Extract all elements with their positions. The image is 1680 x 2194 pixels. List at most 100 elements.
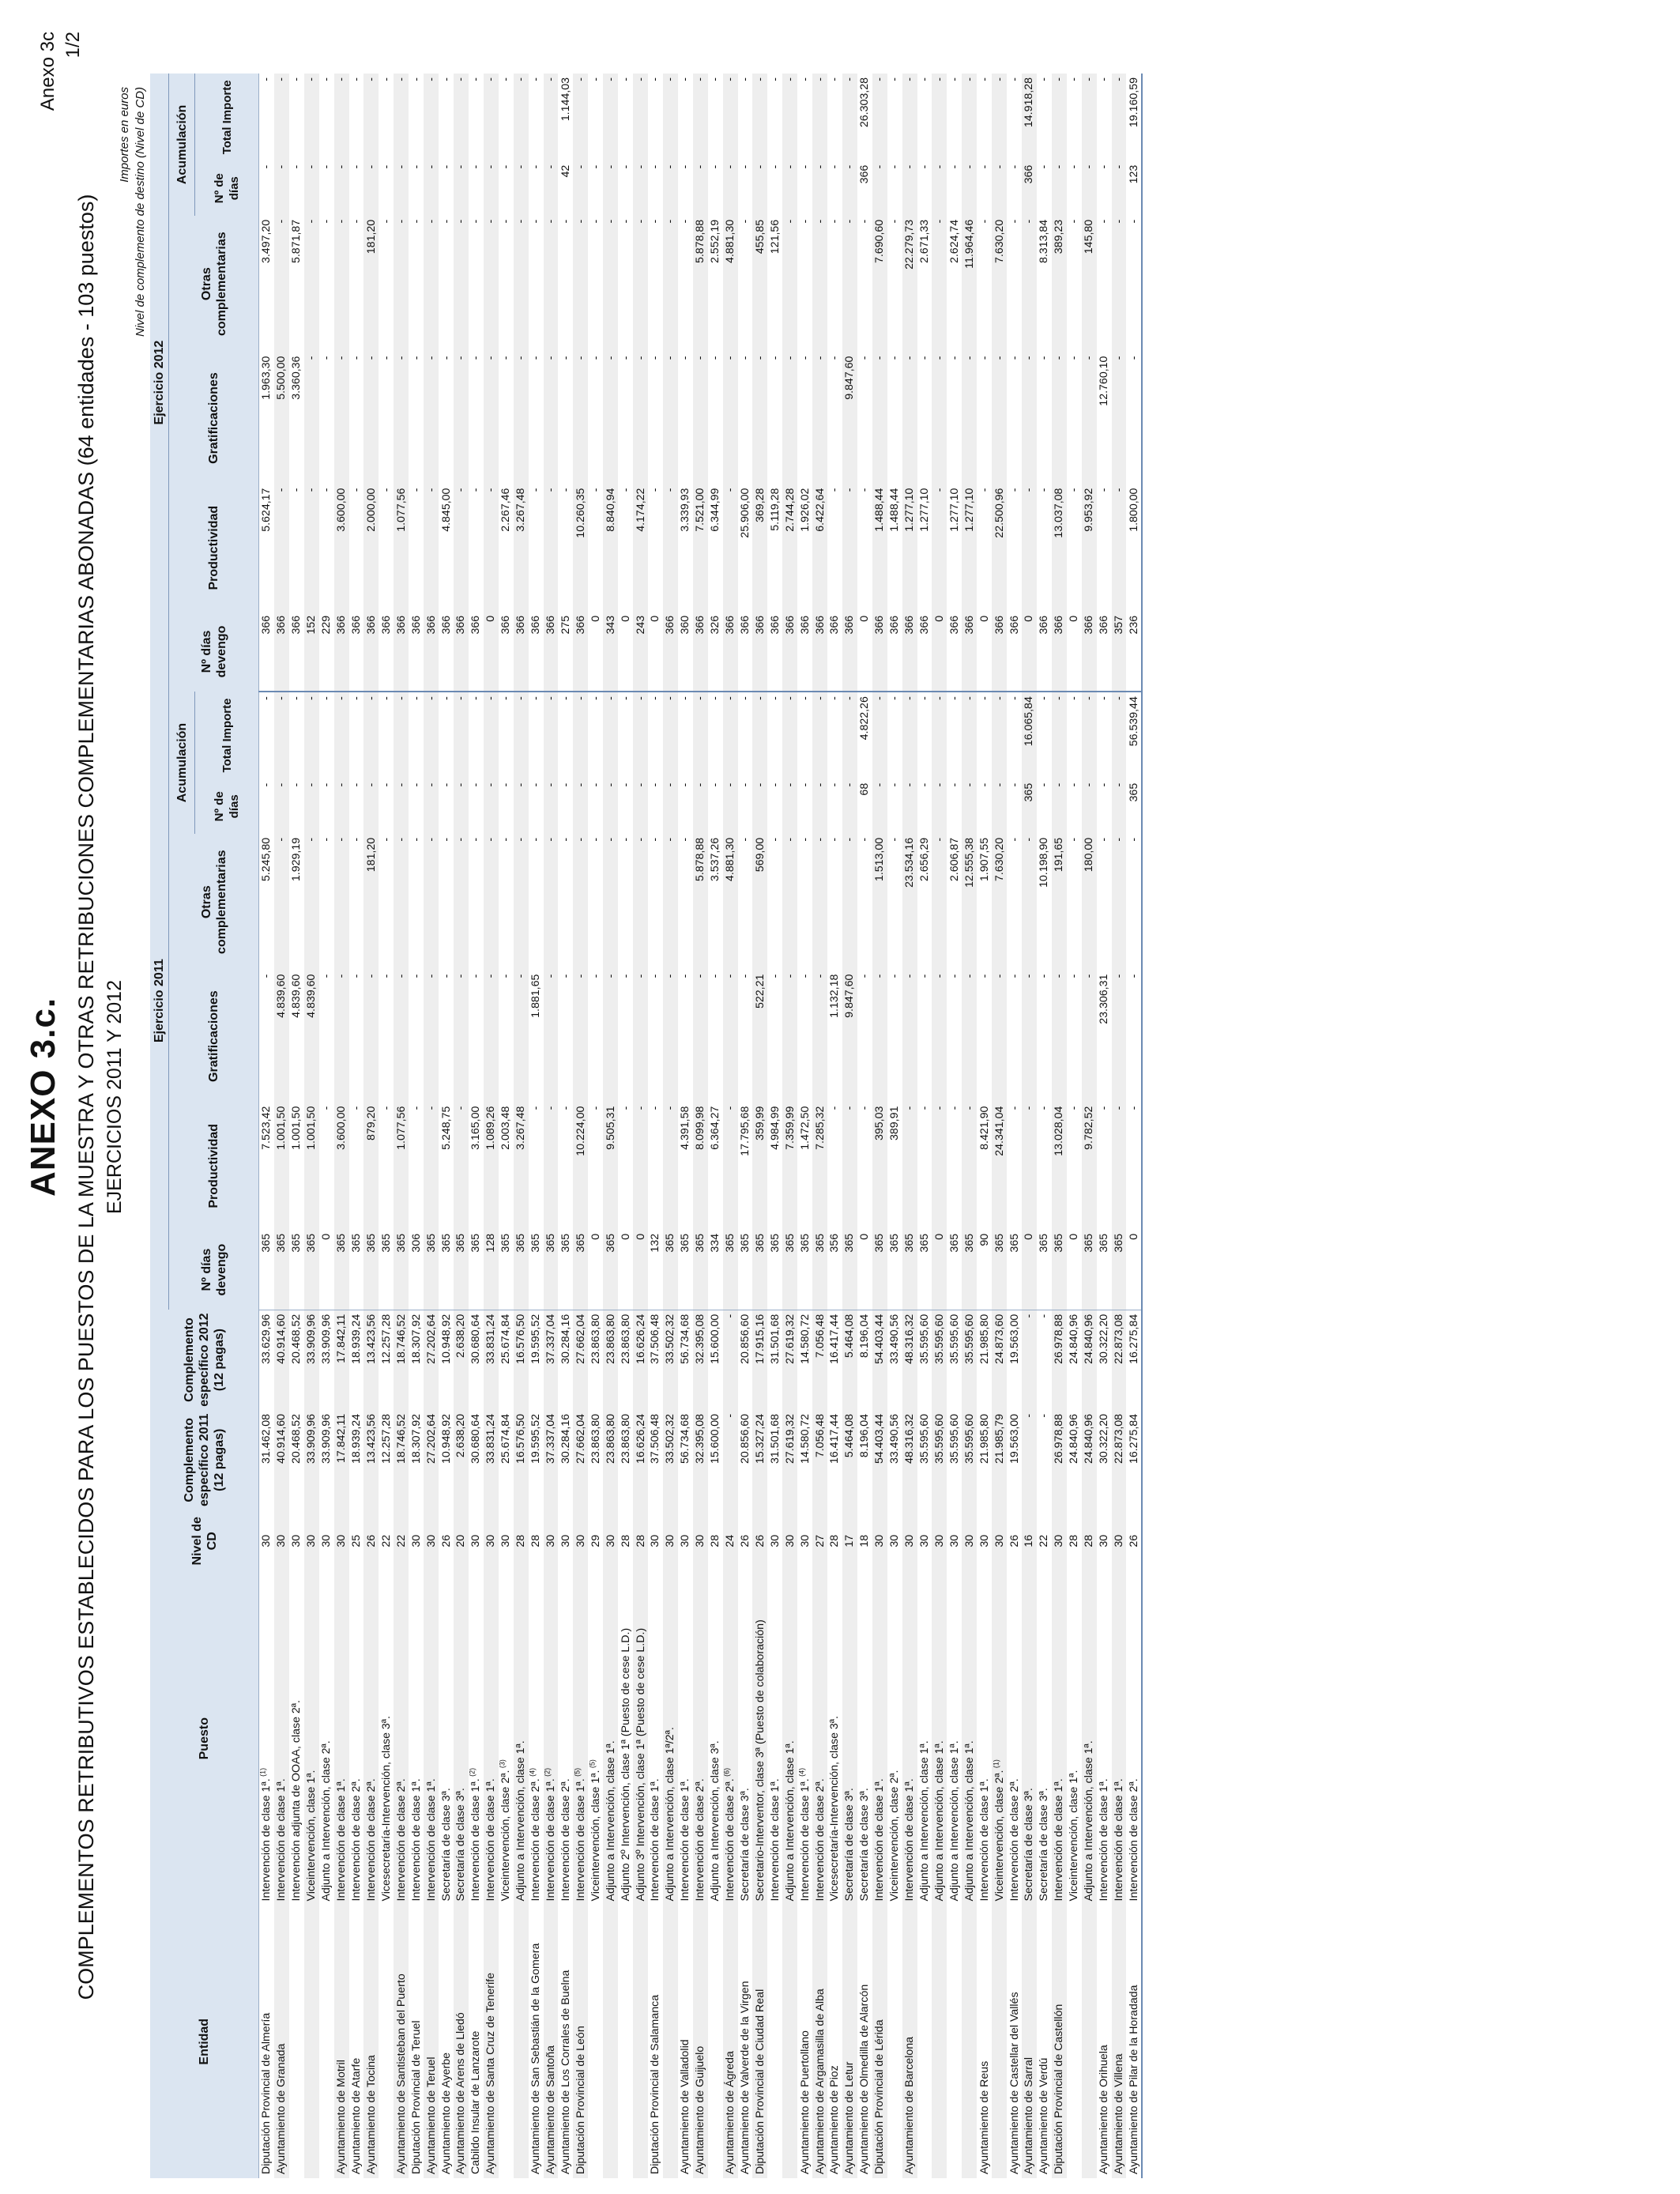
cell-dias-2011: 365 <box>1038 1233 1051 1253</box>
cell-ce2012: 35.595,60 <box>932 1310 947 1410</box>
cell-dias-2011: 365 <box>260 1233 273 1253</box>
cell-nivel: 30 <box>782 1510 798 1572</box>
cell-otras-2012: - <box>858 219 872 224</box>
cell-acum-total-2012: - <box>962 74 977 161</box>
cell-gratificaciones-2011: 9.847,60 <box>842 970 857 1103</box>
table-row: Adjunto a Intervención, clase 1ª. 30 23.86… <box>603 74 619 2178</box>
cell-acum-dias-2012: - <box>872 160 887 216</box>
cell-otras-2012: - <box>1098 219 1111 224</box>
cell-gratificaciones-2011: - <box>1111 970 1127 1103</box>
cell-acum-dias-2012: - <box>333 160 349 216</box>
cell-productividad-2011: 10.224,00 <box>573 1102 589 1230</box>
puesto-text: Intervención de clase 1ª. <box>903 1778 917 1902</box>
cell-acum-dias-2012: - <box>1038 164 1051 169</box>
cell-gratificaciones-2012: - <box>709 356 722 360</box>
cell-ce2011: 27.662,04 <box>573 1409 589 1510</box>
cell-dias-2011: 365 <box>738 1233 751 1253</box>
cell-entidad: Diputación Provincial de Salamanca <box>649 1994 662 2174</box>
cell-otras-2012: - <box>662 215 678 352</box>
cell-gratificaciones-2012: - <box>543 352 559 484</box>
cell-gratificaciones-2011: - <box>977 974 991 978</box>
cell-nivel: 30 <box>947 1534 961 1547</box>
puesto-text: Intervención de clase 1ª. <box>1098 1778 1111 1902</box>
cell-productividad-2011: - <box>842 1102 857 1230</box>
cell-productividad-2012: - <box>320 488 333 492</box>
cell-nivel: 30 <box>977 1534 991 1547</box>
cell-otras-2011: - <box>529 837 543 842</box>
cell-acum-total-2011: - <box>318 692 334 779</box>
cell-gratificaciones-2011: - <box>1068 974 1081 978</box>
cell-productividad-2011: - <box>828 1106 842 1110</box>
cell-productividad-2012: 3.339,93 <box>679 488 692 532</box>
cell-productividad-2012: 4.845,00 <box>439 488 453 532</box>
cell-acum-dias-2012: - <box>947 164 961 169</box>
cell-gratificaciones-2011: - <box>633 970 648 1103</box>
cell-entidad: Ayuntamiento de Valverde de la Virgen <box>738 1981 751 2174</box>
cell-otras-2012: 2.624,74 <box>947 219 961 264</box>
cell-dias-2012: 360 <box>679 615 692 635</box>
cell-puesto: Intervención de clase 2ª. <box>1126 1571 1143 1906</box>
cell-dias-2011: 365 <box>529 1233 543 1253</box>
cell-entidad: Ayuntamiento de Sarral <box>1022 1905 1037 2178</box>
cell-otras-2012: - <box>1068 219 1081 224</box>
puesto-text: Intervención de clase 1ª. <box>275 1778 288 1902</box>
cell-acum-total-2011: - <box>662 692 678 779</box>
cell-entidad <box>633 1905 648 2178</box>
cell-acum-total-2012: - <box>573 74 589 161</box>
cell-puesto: Intervención de clase 2ª. <box>812 1571 828 1906</box>
cell-otras-2011: 181,20 <box>363 833 379 971</box>
cell-puesto: Adjunto a Intervención, clase 1ª/2ª. <box>662 1571 678 1906</box>
cell-acum-total-2012: - <box>662 74 678 161</box>
table-row: Ayuntamiento de Villena Intervención de c… <box>1111 74 1127 2178</box>
puesto-text: Viceintervención, clase 2ª. <box>888 1770 902 1902</box>
cell-puesto: Intervención de clase 1ª. <box>1111 1571 1127 1906</box>
cell-productividad-2012: - <box>1038 488 1051 492</box>
cell-otras-2012: - <box>424 215 439 352</box>
cell-dias-2012: 366 <box>888 615 902 635</box>
cell-acum-total-2012: - <box>1008 77 1021 81</box>
cell-gratificaciones-2011: - <box>603 970 619 1103</box>
cell-gratificaciones-2012: - <box>499 356 513 360</box>
cell-puesto: Adjunto a Intervención, clase 2ª. <box>319 1572 334 1906</box>
cell-gratificaciones-2011: 1.132,18 <box>828 974 842 1018</box>
cell-otras-2012: 2.671,33 <box>918 219 932 264</box>
cell-productividad-2012: - <box>409 488 423 492</box>
cell-acum-total-2012: - <box>303 74 319 161</box>
cell-acum-total-2012: - <box>1051 74 1067 161</box>
cell-acum-dias-2011: - <box>888 782 902 787</box>
cell-dias-2012: 366 <box>290 615 303 635</box>
puesto-text: Intervención de clase 2ª. <box>349 1778 363 1902</box>
col-acum-total-2012: Total Importe <box>194 74 259 161</box>
cell-acum-total-2012: - <box>260 77 273 81</box>
cell-nivel: 30 <box>888 1534 902 1547</box>
cell-otras-2011: - <box>424 833 439 971</box>
cell-acum-dias-2011: - <box>424 778 439 834</box>
puesto-text: Adjunto a Intervención, clase 1ª. <box>1083 1740 1096 1902</box>
cell-puesto: Secretaría de clase 3ª. <box>453 1571 469 1906</box>
cell-puesto: Intervención de clase 1ª. <box>424 1571 439 1906</box>
puesto-text: Intervención de clase 2ª. <box>394 1778 408 1902</box>
cell-gratificaciones-2011: - <box>589 974 602 978</box>
col-otras-2012: Otras complementarias <box>168 215 259 352</box>
cell-gratificaciones-2011: - <box>992 970 1008 1103</box>
cell-otras-2011: - <box>439 837 453 842</box>
cell-productividad-2012: 10.260,35 <box>573 484 589 612</box>
cell-gratificaciones-2011: - <box>363 970 379 1103</box>
cell-entidad: Diputación Provincial de León <box>573 1905 589 2178</box>
cell-ce2011: 30.322,20 <box>1098 1413 1111 1465</box>
cell-acum-dias-2011: - <box>947 782 961 787</box>
cell-acum-total-2011: - <box>977 692 993 779</box>
cell-productividad-2012: - <box>858 488 872 492</box>
cell-nivel: 30 <box>768 1534 782 1547</box>
cell-otras-2012: - <box>394 215 409 352</box>
cell-ce2011: 14.580,72 <box>798 1413 812 1465</box>
cell-nivel: 30 <box>932 1510 947 1572</box>
cell-productividad-2011: - <box>320 1106 333 1110</box>
cell-ce2012: 17.842,11 <box>333 1310 349 1410</box>
cell-dias-2011: 365 <box>768 1233 782 1253</box>
cell-otras-2011: - <box>589 837 602 842</box>
cell-ce2012: 16.576,50 <box>513 1310 529 1410</box>
cell-entidad: Ayuntamiento de Puertollano <box>798 2030 812 2174</box>
cell-acum-dias-2011: - <box>260 782 273 787</box>
cell-dias-2011: 365 <box>513 1229 529 1310</box>
